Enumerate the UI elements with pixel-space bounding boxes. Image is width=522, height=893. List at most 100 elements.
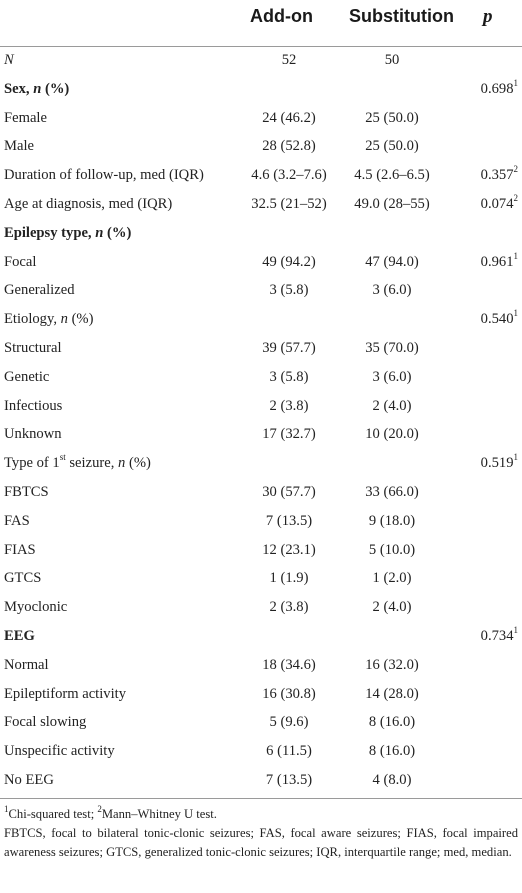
table-row: Age at diagnosis, med (IQR) 32.5 (21–52) 4… <box>0 190 522 219</box>
cell-substitution: 1 (2.0) <box>372 570 412 587</box>
row-label-text: Structural <box>4 339 62 356</box>
column-header-p: p <box>483 6 493 27</box>
table-row: Structural 39 (57.7) 35 (70.0) <box>0 334 522 363</box>
row-label-text: No EEG <box>4 771 54 788</box>
cell-addon: 18 (34.6) <box>262 656 316 673</box>
row-label-text: (%) <box>67 311 94 328</box>
row-label-text: Type of 1 <box>4 455 60 472</box>
cell-addon: 49 (94.2) <box>262 253 316 270</box>
table-row: FAS 7 (13.5) 9 (18.0) <box>0 507 522 536</box>
row-label: Epileptiform activity <box>4 686 126 703</box>
table-row: Focal 49 (94.2) 47 (94.0) 0.9611 <box>0 248 522 277</box>
table-row: GTCS 1 (1.9) 1 (2.0) <box>0 564 522 593</box>
row-label-italic: n <box>33 80 42 97</box>
table-row: Etiology, n (%) 0.5401 <box>0 305 522 334</box>
p-value-footnote-marker: 1 <box>513 77 519 88</box>
cell-substitution: 2 (4.0) <box>372 599 412 616</box>
table-row: Epilepsy type, n (%) <box>0 219 522 248</box>
row-label-text: Sex, <box>4 80 34 97</box>
row-label: No EEG <box>4 772 54 789</box>
cell-p-value: 0.7341 <box>481 625 519 645</box>
row-label: N <box>4 52 14 69</box>
row-label: Age at diagnosis, med (IQR) <box>4 196 172 213</box>
row-label: Duration of follow-up, med (IQR) <box>4 167 204 184</box>
row-label-text: Epilepsy type, <box>4 224 96 241</box>
cell-substitution: 5 (10.0) <box>368 541 416 558</box>
cell-addon: 6 (11.5) <box>266 743 312 760</box>
cell-substitution: 50 <box>384 52 400 68</box>
p-value-text: 0.698 <box>480 80 514 97</box>
cell-substitution: 25 (50.0) <box>365 138 419 155</box>
row-label: Male <box>4 138 34 155</box>
cell-p-value: 0.0742 <box>480 194 518 213</box>
cell-substitution: 10 (20.0) <box>365 426 419 443</box>
cell-p-value: 0.9611 <box>481 250 519 271</box>
cell-addon: 3 (5.8) <box>269 282 309 299</box>
p-value-footnote-marker: 2 <box>513 164 519 175</box>
row-label: Etiology, n (%) <box>4 311 93 328</box>
cell-addon: 5 (9.6) <box>269 714 309 731</box>
row-label: Sex, n (%) <box>4 81 69 98</box>
row-label-text: (%) <box>103 224 132 241</box>
table-row: Focal slowing 5 (9.6) 8 (16.0) <box>0 708 522 737</box>
table-row: Male 28 (52.8) 25 (50.0) <box>0 132 522 161</box>
cell-addon: 24 (46.2) <box>262 109 316 126</box>
table-row: Genetic 3 (5.8) 3 (6.0) <box>0 363 522 392</box>
row-label-italic: n <box>118 455 126 472</box>
table-row: FIAS 12 (23.1) 5 (10.0) <box>0 536 522 565</box>
row-label: Unknown <box>4 426 62 443</box>
row-label: Normal <box>4 657 49 674</box>
row-label: Type of 1st seizure, n (%) <box>4 453 151 472</box>
p-value-text: 0.519 <box>480 455 514 472</box>
cell-substitution: 25 (50.0) <box>365 109 419 126</box>
cell-p-value: 0.5191 <box>480 452 519 472</box>
row-label-text: Myoclonic <box>4 599 68 616</box>
row-label-text: FAS <box>4 512 30 529</box>
row-label: Genetic <box>4 369 49 386</box>
table-row: Myoclonic 2 (3.8) 2 (4.0) <box>0 593 522 622</box>
row-label: Infectious <box>4 398 62 415</box>
cell-substitution: 49.0 (28–55) <box>354 195 430 212</box>
p-value-text: 0.074 <box>480 195 514 212</box>
row-label-text: Infectious <box>4 397 63 414</box>
cell-addon: 4.6 (3.2–7.6) <box>251 167 327 184</box>
table-row: No EEG 7 (13.5) 4 (8.0) <box>0 766 522 795</box>
cell-substitution: 14 (28.0) <box>365 685 419 702</box>
footnote-marker: 1 <box>4 803 9 814</box>
table-row: EEG 0.7341 <box>0 622 522 651</box>
row-label-text: FIAS <box>4 541 36 558</box>
cell-p-value: 0.6981 <box>480 77 519 98</box>
row-label-text: (%) <box>125 455 151 472</box>
p-value-footnote-marker: 1 <box>513 250 519 261</box>
row-label-text: Generalized <box>4 282 75 299</box>
cell-addon: 28 (52.8) <box>262 138 316 155</box>
table-row: Infectious 2 (3.8) 2 (4.0) <box>0 392 522 421</box>
cell-substitution: 16 (32.0) <box>365 656 419 673</box>
row-label-text: seizure, <box>65 455 119 472</box>
cell-substitution: 8 (16.0) <box>368 714 416 731</box>
p-value-footnote-marker: 1 <box>513 452 519 463</box>
table-row: Sex, n (%) 0.6981 <box>0 75 522 104</box>
table-bottom-rule <box>0 798 522 799</box>
row-label-text: Unspecific activity <box>4 743 115 760</box>
cell-addon: 7 (13.5) <box>265 771 313 788</box>
p-value-footnote-marker: 1 <box>513 625 519 636</box>
cell-substitution: 4 (8.0) <box>372 771 412 788</box>
row-label: Focal <box>4 254 36 271</box>
cell-addon: 32.5 (21–52) <box>251 195 327 212</box>
row-label-text: N <box>4 52 14 68</box>
row-label-italic: n <box>95 224 104 241</box>
row-label-italic: n <box>60 311 68 328</box>
table-header: Add-on Substitution p <box>0 0 522 47</box>
row-label: Female <box>4 110 47 127</box>
cell-substitution: 33 (66.0) <box>365 483 419 500</box>
cell-addon: 3 (5.8) <box>269 368 309 385</box>
cell-addon: 17 (32.7) <box>262 426 316 443</box>
row-label-text: Epileptiform activity <box>4 685 126 702</box>
cell-addon: 2 (3.8) <box>269 397 309 414</box>
table-body: N 52 50 Sex, n (%) 0.6981 Female 24 (46.2) 25 (… <box>0 46 522 795</box>
cell-substitution: 3 (6.0) <box>372 282 412 299</box>
footnote-tests: 1Chi-squared test; 2Mann–Whitney U test. <box>4 803 518 824</box>
footnote-text: Chi-squared test; <box>8 807 98 821</box>
row-label-text: (%) <box>41 80 70 97</box>
